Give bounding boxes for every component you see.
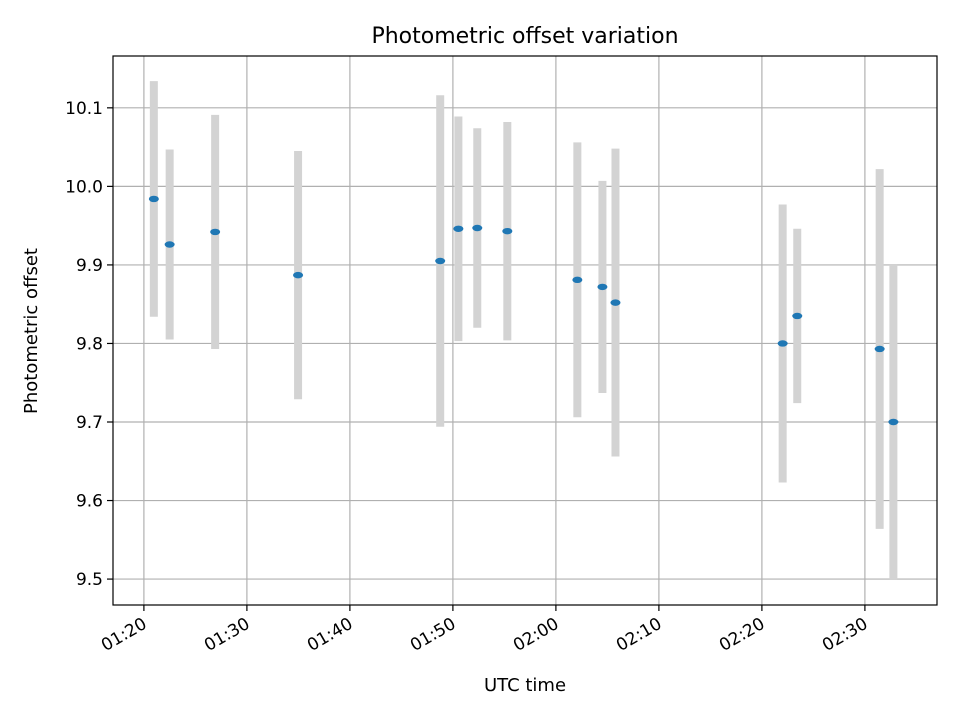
data-point [435,257,446,265]
data-point [148,195,159,203]
y-axis-label: Photometric offset [21,248,42,414]
data-point [572,276,583,284]
data-point [792,312,803,320]
data-point [874,345,885,353]
y-tick-label: 10.0 [65,177,103,197]
chart-title: Photometric offset variation [371,24,678,49]
y-tick-label: 9.7 [76,413,103,433]
x-axis-label: UTC time [484,675,566,696]
data-point [472,224,483,232]
data-point [164,241,175,248]
y-tick-label: 9.9 [76,256,103,276]
grid [113,56,937,605]
data-point [777,340,788,347]
data-point [453,225,464,232]
data-point [888,418,899,426]
y-tick-label: 9.8 [76,334,103,354]
data-point [293,271,304,279]
y-axis-ticks: 9.5 9.6 9.7 9.8 9.9 10.0 10.1 [65,99,113,590]
data-point [502,227,513,235]
y-tick-label: 9.5 [76,570,103,590]
y-tick-label: 9.6 [76,492,103,512]
data-point [610,299,621,306]
data-points [148,195,899,426]
data-point [597,283,608,291]
data-point [210,228,221,236]
plot-frame [112,55,938,606]
y-tick-label: 10.1 [65,99,103,119]
